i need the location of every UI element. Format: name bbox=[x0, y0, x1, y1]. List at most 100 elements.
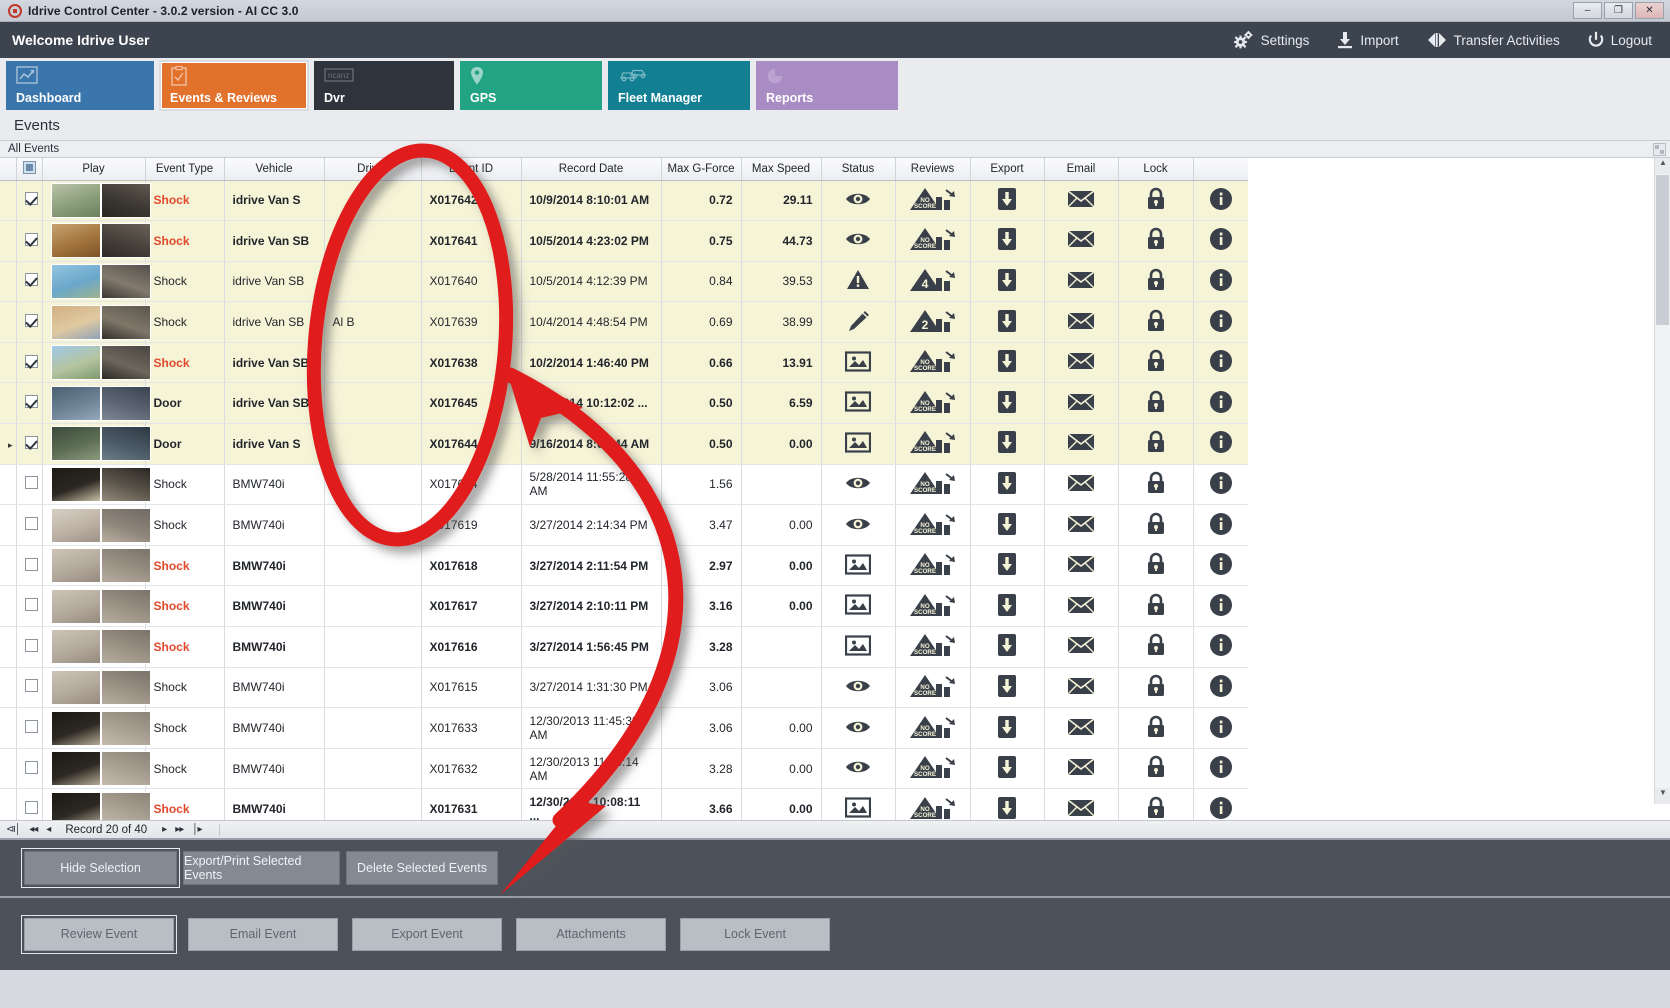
lock-icon[interactable] bbox=[1146, 796, 1166, 820]
info-icon[interactable] bbox=[1209, 634, 1233, 660]
pencil-icon[interactable] bbox=[846, 310, 870, 335]
hide-selection-button[interactable]: Hide Selection bbox=[21, 848, 180, 888]
row-checkbox[interactable] bbox=[24, 232, 38, 246]
export-download-icon[interactable] bbox=[996, 390, 1018, 417]
cell-status[interactable] bbox=[821, 220, 896, 262]
export-download-icon[interactable] bbox=[996, 228, 1018, 254]
thumbnail-cabin[interactable] bbox=[100, 385, 151, 421]
row-checkbox[interactable] bbox=[24, 638, 38, 652]
export-download-icon[interactable] bbox=[996, 593, 1018, 620]
info-icon[interactable] bbox=[1209, 715, 1233, 742]
email-envelope-icon[interactable] bbox=[1067, 514, 1095, 537]
email-envelope-icon[interactable] bbox=[1067, 230, 1095, 252]
info-icon[interactable] bbox=[1209, 471, 1233, 498]
cell-status[interactable] bbox=[821, 707, 896, 749]
logout-button[interactable]: Logout bbox=[1588, 31, 1652, 49]
cell-info[interactable] bbox=[1193, 545, 1250, 587]
table-row[interactable]: Shock BMW740i X017619 3/27/2014 2:14:34 PM 3… bbox=[0, 504, 1250, 546]
thumbnail-cabin[interactable] bbox=[100, 263, 151, 299]
cell-email[interactable] bbox=[1044, 707, 1119, 749]
image-icon[interactable] bbox=[844, 391, 872, 415]
col-status[interactable]: Status bbox=[821, 158, 896, 181]
play-thumbnails[interactable] bbox=[50, 791, 152, 820]
lock-icon[interactable] bbox=[1146, 431, 1166, 457]
cell-email[interactable] bbox=[1044, 667, 1119, 709]
table-row[interactable]: Shock BMW740i X017615 3/27/2014 1:31:30 PM 3… bbox=[0, 667, 1250, 709]
eye-icon[interactable] bbox=[845, 761, 871, 779]
cell-lock[interactable] bbox=[1118, 180, 1194, 222]
table-row[interactable]: Shock BMW740i X017618 3/27/2014 2:11:54 PM 2… bbox=[0, 545, 1250, 587]
play-thumbnails[interactable] bbox=[50, 182, 152, 218]
review-score-icon[interactable]: NO SCORE bbox=[905, 715, 961, 743]
cell-play[interactable] bbox=[42, 707, 151, 749]
email-envelope-icon[interactable] bbox=[1067, 596, 1095, 618]
cell-info[interactable] bbox=[1193, 748, 1250, 790]
cell-reviews[interactable]: NO SCORE bbox=[895, 220, 971, 262]
pager-first-button[interactable]: ⧏│ bbox=[6, 824, 21, 835]
row-checkbox[interactable] bbox=[24, 598, 38, 612]
review-score-icon[interactable]: NO SCORE bbox=[905, 796, 961, 820]
lock-icon[interactable] bbox=[1146, 390, 1166, 417]
export-download-icon[interactable] bbox=[996, 431, 1018, 457]
info-icon[interactable] bbox=[1209, 350, 1233, 376]
cell-play[interactable] bbox=[42, 382, 151, 425]
export-download-icon[interactable] bbox=[996, 796, 1018, 820]
cell-export[interactable] bbox=[970, 423, 1045, 465]
col-driver[interactable]: Driver bbox=[324, 158, 422, 181]
image-icon[interactable] bbox=[844, 432, 872, 456]
cell-export[interactable] bbox=[970, 748, 1045, 790]
row-checkbox[interactable] bbox=[24, 435, 38, 449]
table-row[interactable]: Shock BMW740i X017616 3/27/2014 1:56:45 PM 3… bbox=[0, 626, 1250, 668]
transfer-activities-button[interactable]: Transfer Activities bbox=[1427, 31, 1560, 49]
info-icon[interactable] bbox=[1209, 390, 1233, 417]
cell-email[interactable] bbox=[1044, 180, 1119, 222]
settings-button[interactable]: Settings bbox=[1232, 30, 1309, 50]
thumbnail-cabin[interactable] bbox=[100, 751, 151, 787]
cell-reviews[interactable]: NO SCORE bbox=[895, 423, 971, 465]
cell-reviews[interactable]: NO SCORE bbox=[895, 707, 971, 749]
lock-icon[interactable] bbox=[1146, 512, 1166, 539]
cell-export[interactable] bbox=[970, 180, 1045, 222]
review-score-icon[interactable]: 4 bbox=[905, 268, 961, 296]
cell-reviews[interactable]: NO SCORE bbox=[895, 545, 971, 587]
table-row[interactable]: Shock BMW740i X017631 12/30/2013 10:08:11 .… bbox=[0, 788, 1250, 820]
table-row[interactable]: Shock BMW740i X017633 12/30/2013 11:45:33 A… bbox=[0, 707, 1250, 749]
cell-export[interactable] bbox=[970, 220, 1045, 262]
export-download-icon[interactable] bbox=[996, 674, 1018, 701]
cell-email[interactable] bbox=[1044, 788, 1119, 820]
tab-reports[interactable]: Reports bbox=[756, 61, 898, 110]
thumbnail-road[interactable] bbox=[50, 223, 101, 259]
thumbnail-road[interactable] bbox=[50, 466, 101, 502]
cell-export[interactable] bbox=[970, 585, 1045, 628]
info-icon[interactable] bbox=[1209, 756, 1233, 782]
cell-reviews[interactable]: NO SCORE bbox=[895, 788, 971, 820]
cell-reviews[interactable]: NO SCORE bbox=[895, 504, 971, 546]
cell-lock[interactable] bbox=[1118, 342, 1194, 384]
cell-status[interactable] bbox=[821, 504, 896, 546]
info-icon[interactable] bbox=[1209, 553, 1233, 579]
cell-lock[interactable] bbox=[1118, 261, 1194, 303]
cell-email[interactable] bbox=[1044, 382, 1119, 425]
info-icon[interactable] bbox=[1209, 512, 1233, 539]
thumbnail-road[interactable] bbox=[50, 345, 101, 381]
cell-status[interactable] bbox=[821, 748, 896, 790]
col-max-speed[interactable]: Max Speed bbox=[741, 158, 822, 181]
cell-play[interactable] bbox=[42, 261, 151, 303]
table-row[interactable]: ▸ Door idrive Van S X017644 9/16/2014 8:06:4… bbox=[0, 423, 1250, 465]
review-score-icon[interactable]: NO SCORE bbox=[905, 431, 961, 458]
thumbnail-road[interactable] bbox=[50, 548, 101, 584]
lock-icon[interactable] bbox=[1146, 187, 1166, 214]
cell-reviews[interactable]: NO SCORE bbox=[895, 180, 971, 222]
tab-events-and-reviews[interactable]: Events & Reviews bbox=[159, 60, 309, 111]
cell-status[interactable] bbox=[821, 382, 896, 425]
pager-prev-button[interactable]: ◂ bbox=[46, 824, 51, 835]
cell-status[interactable] bbox=[821, 180, 896, 222]
cell-info[interactable] bbox=[1193, 423, 1250, 465]
cell-export[interactable] bbox=[970, 626, 1045, 668]
thumbnail-road[interactable] bbox=[50, 751, 101, 787]
col-email[interactable]: Email bbox=[1044, 158, 1119, 181]
cell-lock[interactable] bbox=[1118, 788, 1194, 820]
cell-reviews[interactable]: NO SCORE bbox=[895, 748, 971, 790]
cell-export[interactable] bbox=[970, 464, 1045, 506]
pager-next-button[interactable]: ▸ bbox=[162, 824, 167, 835]
